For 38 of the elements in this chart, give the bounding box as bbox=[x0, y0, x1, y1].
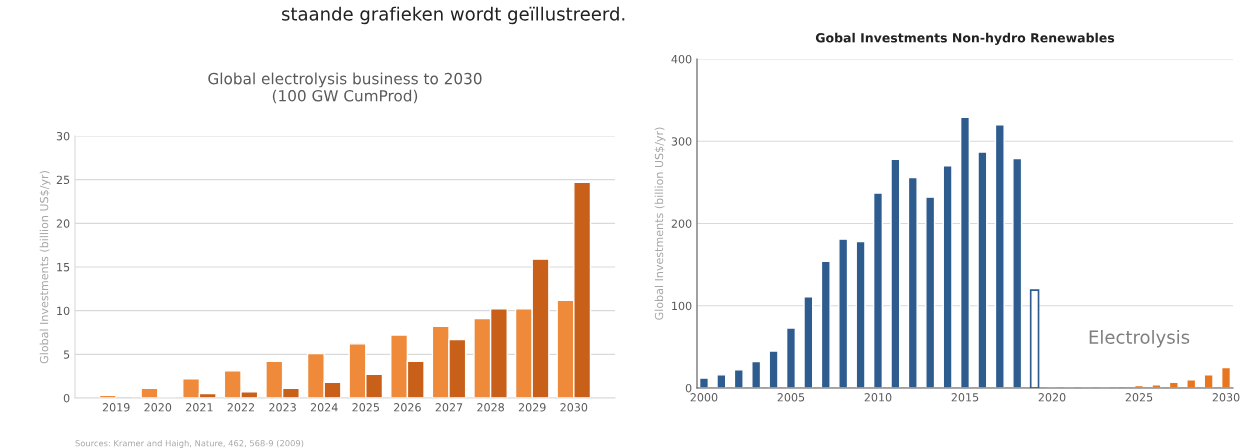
x-tick-label: 2005 bbox=[777, 393, 805, 402]
y-tick-label: 15 bbox=[57, 263, 70, 272]
x-tick-label: 2025 bbox=[352, 403, 379, 412]
x-tick-label: 2023 bbox=[269, 403, 296, 412]
chart-title: Global electrolysis business to 2030 (100 GW CumProd) bbox=[208, 72, 482, 104]
x-tick-label: 2030 bbox=[560, 403, 588, 412]
series-label: Electrolysis bbox=[1089, 329, 1190, 348]
text: staande grafieken wordt geïllustreerd. bbox=[281, 6, 625, 25]
x-tick-label: 2000 bbox=[690, 393, 718, 402]
x-tick-label: 2010 bbox=[864, 393, 892, 402]
x-tick-label: 2030 bbox=[1212, 393, 1240, 402]
x-tick-label: 2015 bbox=[951, 393, 979, 402]
x-tick-label: 2028 bbox=[477, 403, 504, 412]
chart-title: Gobal Investments Non-hydro Renewables bbox=[815, 32, 1115, 46]
y-tick-label: 0 bbox=[685, 383, 692, 393]
source-note: Sources: Kramer and Haigh, Nature, 462, 568-9 (2009) bbox=[75, 439, 304, 448]
x-tick-label: 2024 bbox=[310, 403, 338, 412]
y-tick-label: 400 bbox=[671, 54, 692, 64]
x-tick-label: 2027 bbox=[435, 403, 463, 412]
x-tick-label: 2029 bbox=[518, 403, 546, 412]
y-tick-label: 20 bbox=[56, 219, 70, 228]
y-tick-label: 5 bbox=[63, 350, 70, 359]
x-tick-label: 2020 bbox=[144, 403, 172, 412]
y-axis-title: Global Investments (billion US$/yr) bbox=[654, 127, 666, 320]
x-tick-label: 2020 bbox=[1038, 393, 1066, 402]
x-tick-label: 2021 bbox=[186, 403, 213, 412]
x-tick-label: 2025 bbox=[1125, 393, 1153, 402]
y-tick-label: 300 bbox=[671, 137, 692, 146]
y-tick-label: 30 bbox=[56, 131, 70, 141]
x-tick-label: 2026 bbox=[394, 403, 421, 412]
y-tick-label: 25 bbox=[56, 175, 70, 185]
x-tick-label: 2019 bbox=[102, 403, 130, 412]
x-tick-label: 2022 bbox=[227, 403, 255, 412]
y-tick-label: 200 bbox=[671, 219, 692, 228]
y-tick-label: 0 bbox=[63, 393, 70, 403]
y-tick-label: 100 bbox=[672, 301, 692, 311]
y-axis-title: Global Investments (billion US$/yr) bbox=[39, 171, 51, 364]
y-tick-label: 10 bbox=[57, 306, 70, 316]
